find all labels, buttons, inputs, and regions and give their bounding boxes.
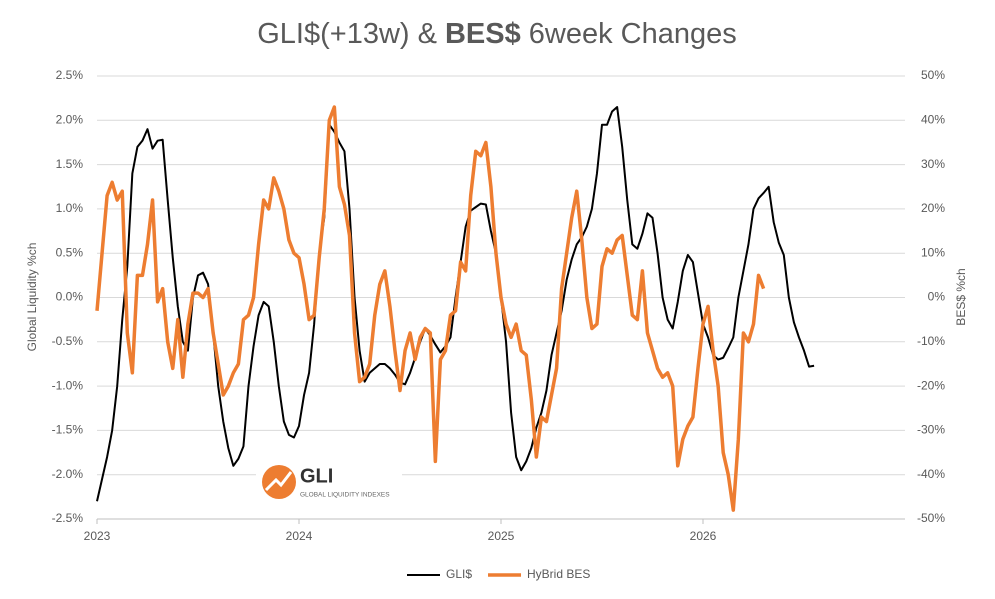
y-tick-label: -1.0%: [52, 378, 84, 392]
y2-tick-label: -50%: [917, 511, 945, 525]
y2-axis-label: BES$ %ch: [954, 268, 968, 325]
y-tick-label: -1.5%: [52, 423, 84, 437]
x-tick-label: 2023: [84, 529, 111, 543]
y-tick-label: -2.5%: [52, 511, 84, 525]
title-part: GLI$(+13w) &: [257, 18, 437, 50]
y2-tick-label: -10%: [917, 334, 945, 348]
x-tick-label: 2026: [690, 529, 717, 543]
y2-tick-label: 20%: [921, 201, 945, 215]
y-axis-label: Global Liquidity %ch: [25, 243, 39, 352]
y-tick-label: 0.0%: [56, 290, 84, 304]
y-tick-label: 0.5%: [56, 245, 84, 259]
title-part: 6week Changes: [529, 18, 737, 50]
series-line: [95, 105, 766, 512]
x-tick-label: 2025: [488, 529, 515, 543]
y2-tick-label: 10%: [921, 245, 945, 259]
y-tick-label: 1.0%: [56, 201, 84, 215]
y-tick-label: 2.0%: [56, 112, 84, 126]
x-tick-label: 2024: [286, 529, 313, 543]
title-part-bold: BES$: [445, 18, 521, 50]
y2-tick-label: 0%: [928, 290, 946, 304]
y2-tick-label: 50%: [921, 68, 945, 82]
y2-tick-label: -20%: [917, 378, 945, 392]
y-tick-label: -0.5%: [52, 334, 84, 348]
chart-title: GLI$(+13w) & BES$ 6week Changes: [257, 18, 736, 50]
y2-tick-label: 30%: [921, 157, 945, 171]
y2-tick-label: 40%: [921, 112, 945, 126]
logo-subtitle: GLOBAL LIQUIDITY INDEXES: [300, 492, 390, 499]
y2-tick-label: -40%: [917, 467, 945, 481]
y2-tick-label: -30%: [917, 423, 945, 437]
y-tick-label: 2.5%: [56, 68, 84, 82]
legend-label: GLI$: [446, 567, 472, 581]
logo-text: GLI: [300, 465, 333, 487]
logo: GLI GLOBAL LIQUIDITY INDEXES: [256, 458, 402, 506]
logo-arrow: [264, 471, 293, 492]
y-tick-label: 1.5%: [56, 157, 84, 171]
y-tick-label: -2.0%: [52, 467, 84, 481]
legend-label: HyBrid BES: [527, 567, 590, 581]
